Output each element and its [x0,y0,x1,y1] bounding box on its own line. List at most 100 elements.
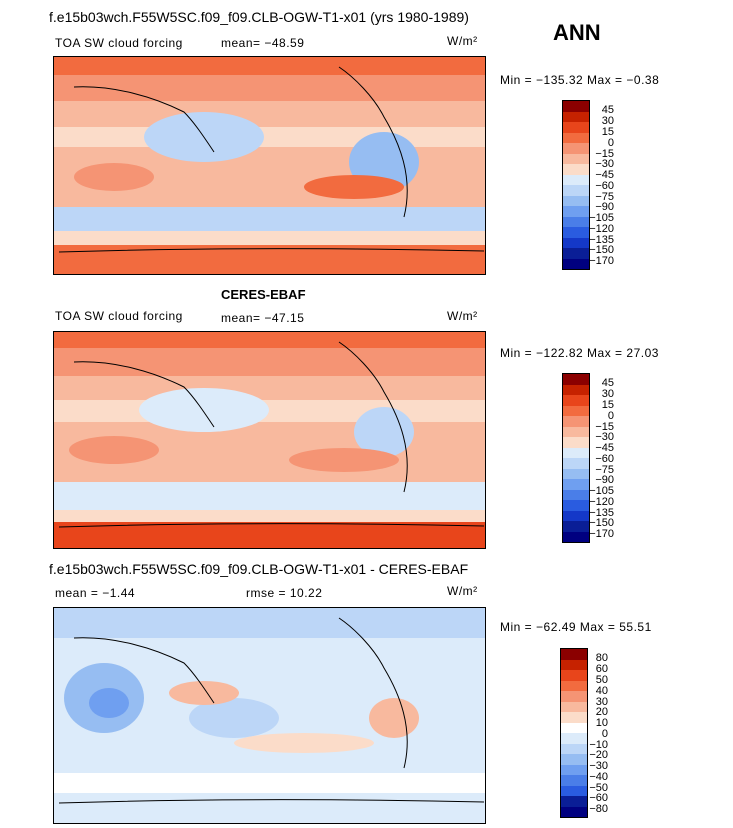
panel1-colorbar-swatch [563,133,589,143]
panel3-colorbar-swatch [561,775,587,786]
panel1-variable-label: TOA SW cloud forcing [55,36,183,50]
panel1-colorbar-tick: −90 [595,201,614,213]
panel3-colorbar-swatch [561,702,587,712]
panel2-colorbar-swatch [563,500,589,511]
panel2-colorbar-tick: −135 [589,507,614,519]
panel3-colorbar-tick: 50 [595,674,608,686]
panel1-colorbar-swatch [563,175,589,185]
panel3-colorbar-tick: 40 [595,685,608,697]
panel1-colorbar-tick: 30 [601,115,614,127]
panel1-mean: mean= −48.59 [221,36,305,50]
panel1-units: W/m² [447,34,478,48]
panel3-colorbar-tick: 0 [601,728,608,740]
panel1-colorbar-tick: −15 [595,148,614,160]
panel3-colorbar-swatch [561,649,587,660]
panel3-subtitle: f.e15b03wch.F55W5SC.f09_f09.CLB-OGW-T1-x… [49,561,469,577]
panel3-colorbar-swatch [561,786,587,796]
panel2-colorbar [562,373,590,543]
panel2-colorbar-tick: −170 [589,528,614,540]
panel1-colorbar-swatch [563,143,589,154]
panel1-colorbar [562,100,590,270]
panel1-minmax: Min = −135.32 Max = −0.38 [500,73,660,87]
panel3-colorbar-tick: −60 [589,792,608,804]
panel1-colorbar-swatch [563,185,589,196]
panel1-colorbar-tick: −30 [595,158,614,170]
panel2-colorbar-swatch [563,437,589,448]
panel1-colorbar-tick: −135 [589,234,614,246]
panel2-colorbar-swatch [563,374,589,385]
panel3-colorbar-swatch [561,733,587,744]
plot-title: f.e15b03wch.F55W5SC.f09_f09.CLB-OGW-T1-x… [49,9,469,25]
panel1-colorbar-tick: 15 [601,126,614,138]
panel2-colorbar-swatch [563,458,589,469]
panel3-colorbar-tick: −40 [589,771,608,783]
panel3-colorbar-swatch [561,754,587,765]
panel1-colorbar-swatch [563,238,589,248]
panel1-colorbar-swatch [563,154,589,164]
panel2-mean: mean= −47.15 [221,311,305,325]
panel2-minmax: Min = −122.82 Max = 27.03 [500,346,659,360]
panel1-map-field [54,57,485,274]
panel1-colorbar-swatch [563,217,589,227]
panel3-colorbar-swatch [561,807,587,817]
panel1-colorbar-tick: −120 [589,223,614,235]
panel2-colorbar-tick: 30 [601,388,614,400]
panel3-colorbar-tick: 30 [595,696,608,708]
panel2-colorbar-swatch [563,479,589,490]
panel3-colorbar-swatch [561,744,587,754]
panel3-map [53,607,486,824]
panel1-colorbar-tick: −105 [589,212,614,224]
panel1-colorbar-swatch [563,259,589,269]
panel1-colorbar-swatch [563,206,589,217]
panel3-colorbar-tick: −20 [589,749,608,761]
panel3-colorbar-swatch [561,681,587,691]
season-label: ANN [553,20,601,45]
panel3-colorbar-tick: −80 [589,803,608,815]
panel2-map [53,331,486,549]
panel2-colorbar-swatch [563,511,589,521]
panel3-colorbar-swatch [561,670,587,681]
panel1-colorbar-swatch [563,227,589,238]
panel2-colorbar-swatch [563,469,589,479]
panel3-colorbar-tick: 20 [595,706,608,718]
panel2-colorbar-tick: −45 [595,442,614,454]
panel2-colorbar-swatch [563,395,589,406]
panel2-colorbar-swatch [563,521,589,532]
panel1-colorbar-swatch [563,196,589,206]
panel3-mean: mean = −1.44 [55,586,136,600]
panel2-colorbar-swatch [563,385,589,395]
panel1-colorbar-tick: −170 [589,255,614,267]
panel2-colorbar-tick: −120 [589,496,614,508]
panel2-colorbar-tick: −60 [595,453,614,465]
panel3-colorbar-swatch [561,796,587,807]
panel3-colorbar-tick: 80 [595,652,608,664]
panel1-colorbar-tick: −60 [595,180,614,192]
panel2-colorbar-tick: −90 [595,474,614,486]
panel2-colorbar-swatch [563,416,589,427]
panel3-colorbar-swatch [561,691,587,702]
panel1-colorbar-tick: 0 [607,137,614,149]
panel2-colorbar-swatch [563,427,589,437]
panel3-rmse: rmse = 10.22 [246,586,323,600]
panel3-colorbar-tick: 10 [595,717,608,729]
panel3-colorbar-swatch [561,712,587,723]
panel2-colorbar-tick: 0 [607,410,614,422]
panel3-units: W/m² [447,584,478,598]
panel2-colorbar-tick: −15 [595,421,614,433]
panel3-colorbar-tick: 60 [595,663,608,675]
panel1-colorbar-swatch [563,248,589,259]
panel2-colorbar-swatch [563,448,589,458]
panel3-minmax: Min = −62.49 Max = 55.51 [500,620,652,634]
panel1-colorbar-tick: −150 [589,244,614,256]
panel2-variable-label: TOA SW cloud forcing [55,309,183,323]
panel3-colorbar-swatch [561,660,587,670]
panel1-colorbar-swatch [563,112,589,122]
panel3-colorbar-swatch [561,765,587,775]
panel2-colorbar-tick: 15 [601,399,614,411]
panel3-colorbar-tick: −30 [589,760,608,772]
panel2-map-field [54,332,485,548]
panel2-colorbar-tick: −150 [589,517,614,529]
panel1-map [53,56,486,275]
panel2-colorbar-swatch [563,490,589,500]
panel1-colorbar-swatch [563,164,589,175]
